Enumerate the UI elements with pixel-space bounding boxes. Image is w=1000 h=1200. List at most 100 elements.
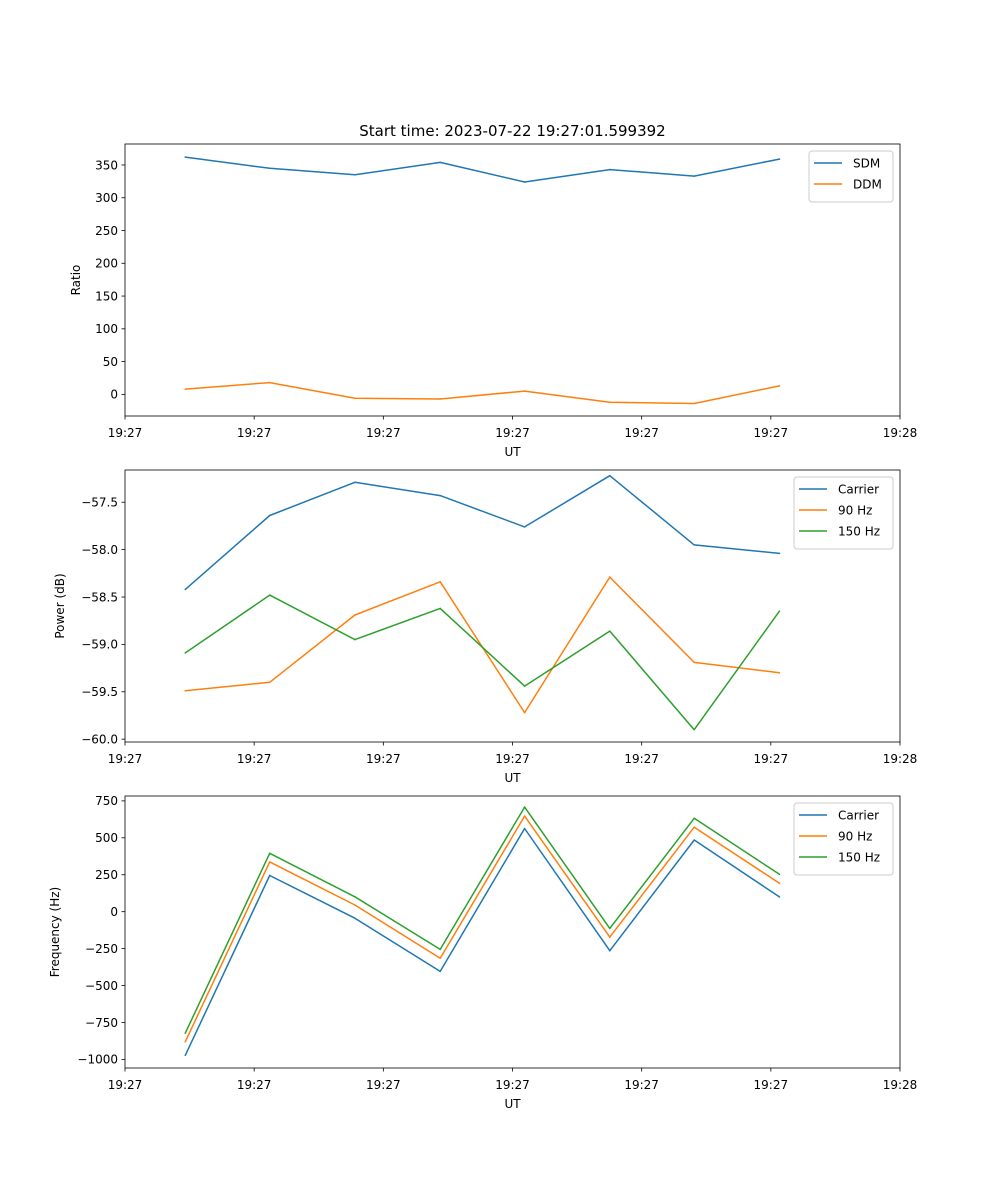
x-tick-label: 19:27	[237, 1078, 272, 1092]
x-tick-label: 19:28	[883, 1078, 918, 1092]
y-tick-label: 0	[110, 905, 118, 919]
legend-label: Carrier	[838, 808, 879, 822]
data-point	[354, 638, 356, 641]
data-point	[523, 806, 526, 808]
legend-label: 90 Hz	[838, 829, 872, 843]
data-point	[184, 1040, 187, 1043]
data-point	[268, 514, 271, 517]
series-line-carrier	[184, 827, 780, 1056]
data-point	[609, 949, 611, 952]
y-tick-label: 100	[95, 322, 118, 336]
x-tick-label: 19:27	[495, 426, 530, 440]
y-tick-label: −59.5	[81, 685, 118, 699]
power-panel: 19:27 19:27 19:27 19:27 19:27 19:27 19:28 −60.0…	[53, 469, 918, 785]
data-point	[778, 385, 781, 387]
data-point	[439, 161, 441, 164]
axes-frame	[124, 795, 901, 1069]
data-point	[354, 481, 356, 484]
frequency-panel: 19:27 19:27 19:27 19:27 19:27 19:27 19:28 −1000…	[48, 794, 917, 1111]
y-tick-label: 50	[103, 355, 118, 369]
y-axis-label: Power (dB)	[53, 573, 67, 638]
data-point	[439, 494, 441, 497]
data-point	[523, 181, 526, 183]
data-point	[693, 175, 695, 177]
series-line-sdm	[185, 156, 780, 183]
data-point	[778, 896, 781, 898]
x-tick-label: 19:27	[495, 1078, 530, 1092]
y-tick-label: 750	[95, 794, 118, 808]
y-tick-label: −58.5	[81, 590, 118, 604]
data-point	[523, 815, 526, 817]
data-point	[693, 661, 695, 664]
data-point	[439, 581, 441, 583]
x-tick-label: 19:28	[883, 752, 918, 766]
data-point	[354, 917, 356, 919]
data-point	[268, 861, 271, 863]
legend-label: SDM	[853, 156, 880, 170]
x-tick-label: 19:27	[624, 426, 659, 440]
y-tick-label: 250	[95, 224, 118, 238]
data-point	[184, 156, 187, 158]
y-tick-label: −57.5	[81, 496, 118, 510]
y-tick-label: −58.0	[81, 543, 118, 557]
data-point	[523, 827, 526, 830]
data-point	[439, 398, 441, 400]
x-tick-label: 19:28	[883, 426, 918, 440]
data-point	[778, 882, 781, 884]
data-point	[523, 711, 526, 714]
y-tick-label: −750	[85, 1016, 118, 1030]
data-point	[778, 552, 781, 555]
data-point	[354, 895, 356, 898]
data-point	[693, 817, 695, 820]
legend: Carrier 90 Hz 150 Hz	[793, 802, 894, 876]
y-tick-label: −250	[85, 942, 118, 956]
series-line-150-hz	[184, 594, 781, 731]
x-axis-label: UT	[504, 1097, 521, 1111]
ratio-panel: 19:27 19:27 19:27 19:27 19:27 19:27 19:28 0 50 10…	[69, 143, 918, 459]
axes-frame	[124, 469, 901, 743]
data-point	[439, 970, 441, 973]
x-tick-label: 19:27	[754, 426, 789, 440]
data-point	[354, 397, 356, 400]
data-point	[693, 402, 695, 405]
series-line-ddm	[185, 381, 780, 405]
y-tick-label: 350	[95, 158, 118, 172]
legend-label: 90 Hz	[838, 503, 872, 517]
x-tick-label: 19:27	[495, 752, 530, 766]
y-tick-label: 500	[95, 831, 118, 845]
y-tick-label: 150	[95, 289, 118, 303]
legend-label: 150 Hz	[838, 524, 880, 538]
data-point	[609, 927, 611, 930]
data-point	[184, 652, 187, 654]
x-tick-label: 19:27	[108, 752, 143, 766]
x-tick-label: 19:27	[366, 426, 401, 440]
data-point	[778, 672, 781, 674]
data-point	[439, 607, 441, 610]
figure-title: Start time: 2023-07-22 19:27:01.599392	[359, 122, 665, 140]
x-axis-label: UT	[504, 771, 521, 785]
data-point	[609, 168, 611, 171]
data-point	[268, 874, 271, 877]
legend-label: 150 Hz	[838, 850, 880, 864]
data-point	[693, 839, 695, 841]
y-tick-label: −59.0	[81, 638, 118, 652]
data-point	[268, 594, 271, 596]
data-point	[268, 852, 271, 855]
data-point	[354, 614, 356, 616]
y-tick-label: −1000	[77, 1053, 118, 1067]
data-point	[693, 826, 695, 828]
data-point	[609, 936, 611, 938]
series-line-150-hz	[184, 806, 780, 1034]
data-point	[609, 474, 611, 477]
y-axis-label: Ratio	[69, 265, 83, 296]
y-tick-label: −500	[85, 979, 118, 993]
data-point	[184, 1032, 187, 1034]
data-point	[439, 948, 441, 951]
x-tick-label: 19:27	[237, 426, 272, 440]
data-point	[609, 401, 611, 404]
data-point	[184, 1054, 187, 1057]
data-point	[184, 690, 187, 692]
x-tick-label: 19:27	[237, 752, 272, 766]
legend-label: Carrier	[838, 482, 879, 496]
x-tick-label: 19:27	[366, 1078, 401, 1092]
